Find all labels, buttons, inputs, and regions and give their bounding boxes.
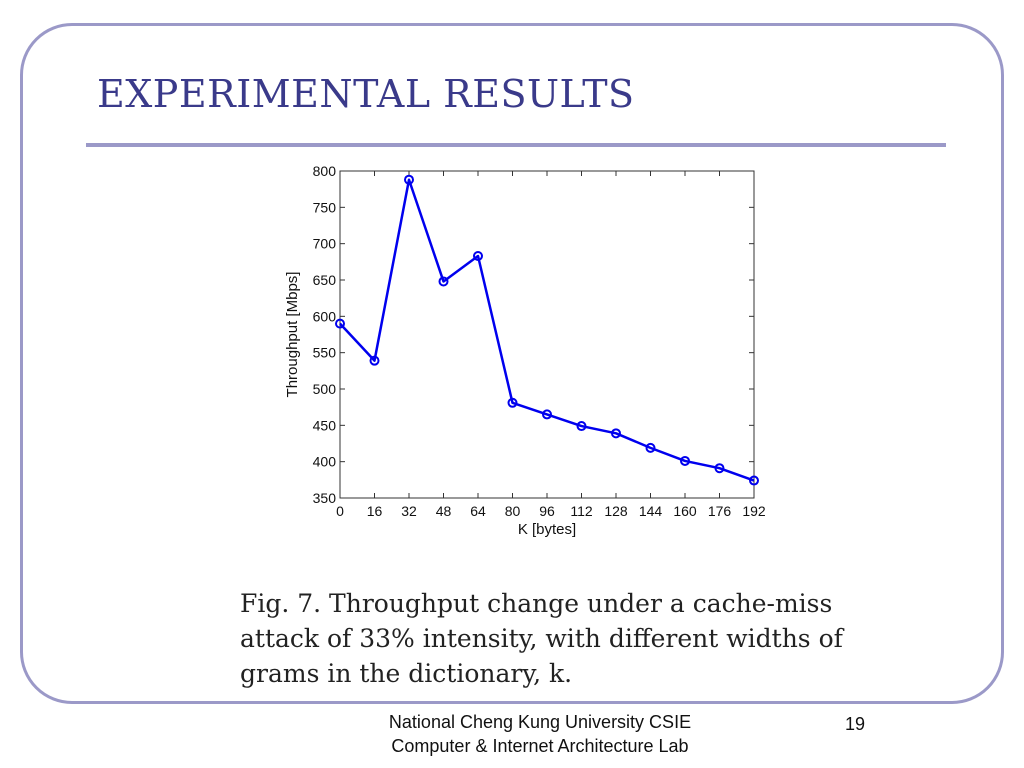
y-tick-label: 600 [313,308,337,324]
caption-line: grams in the dictionary, k. [240,659,573,688]
x-tick-label: 144 [639,503,663,519]
x-axis-label: K [bytes] [518,521,576,538]
data-point [680,455,690,466]
slide-title: EXPERIMENTAL RESULTS [97,72,635,116]
data-point [404,174,414,185]
x-tick-label: 0 [336,503,344,519]
y-tick-label: 400 [313,454,337,470]
x-tick-label: 48 [436,503,452,519]
caption-line: Fig. 7. Throughput change under a cache-… [240,589,833,618]
title-divider [86,143,946,147]
footer-lab: Computer & Internet Architecture Lab [391,736,689,756]
x-tick-label: 16 [367,503,383,519]
data-point [749,475,759,486]
data-point [714,463,725,474]
throughput-chart: 0 16 32 48 64 80 96 112 128 144 160 176 192 350 400 450… [270,160,770,555]
y-tick-label: 750 [313,199,337,215]
data-point [369,355,380,366]
x-tick-label: 64 [470,503,486,519]
x-tick-label: 176 [708,503,732,519]
data-point [576,421,587,432]
x-tick-label: 112 [570,503,593,519]
chart-svg: 0 16 32 48 64 80 96 112 128 144 160 176 192 350 400 450… [284,163,766,538]
y-tick-label: 650 [313,272,337,288]
data-point [335,318,345,329]
y-axis-label: Throughput [Mbps] [284,272,301,398]
data-point [438,276,449,287]
figure-caption: Fig. 7. Throughput change under a cache-… [240,586,860,691]
x-tick-label: 32 [401,503,417,519]
x-tick-label: 96 [539,503,555,519]
plot-area [339,170,755,499]
y-tick-label: 550 [313,345,337,361]
y-tick-label: 700 [313,236,337,252]
footer-institution: National Cheng Kung University CSIE [388,712,692,732]
series-line [339,178,755,482]
data-point [611,428,621,439]
y-tick-label: 450 [313,417,337,433]
y-tick-label: 800 [313,163,337,179]
footer: National Cheng Kung University CSIE Comp… [330,710,750,758]
x-tick-label: 80 [505,503,521,519]
data-point [542,409,552,420]
data-point [645,442,656,453]
x-tick-label: 128 [604,503,628,519]
data-point [507,397,518,408]
y-tick-label: 500 [313,381,337,397]
x-tick-label: 160 [673,503,697,519]
data-point [473,251,483,262]
y-tick-label: 350 [313,490,337,506]
x-tick-label: 192 [742,503,766,519]
page-number: 19 [845,714,866,734]
caption-line: attack of 33% intensity, with different … [240,624,843,653]
